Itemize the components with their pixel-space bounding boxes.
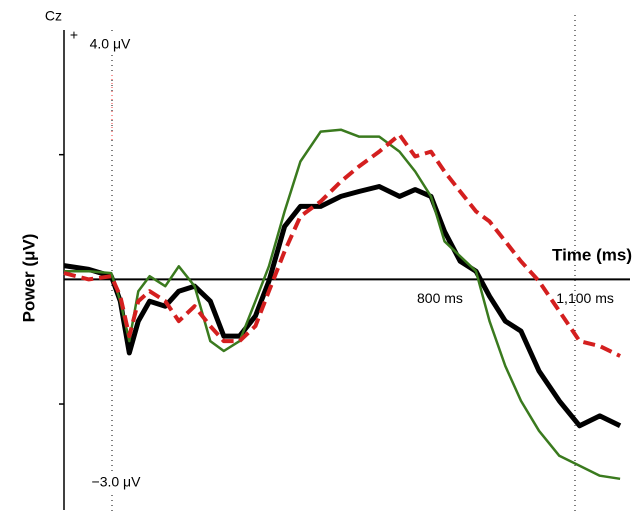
series-line xyxy=(63,184,622,429)
x-axis-label: Time (ms) xyxy=(552,245,632,264)
channel-label: Cz xyxy=(45,8,62,24)
bottom-label: −3.0 μV xyxy=(92,474,142,490)
x-tick-label: 1,100 ms xyxy=(556,290,614,306)
x-tick-label: 800 ms xyxy=(417,290,463,306)
top-label: 4.0 μV xyxy=(90,36,131,52)
label-bg xyxy=(80,472,155,494)
series-line xyxy=(63,132,621,358)
polarity-label: + xyxy=(70,27,78,43)
series-line xyxy=(64,128,621,481)
y-axis-label: Power (μV) xyxy=(19,234,38,323)
label-bg xyxy=(80,35,140,55)
